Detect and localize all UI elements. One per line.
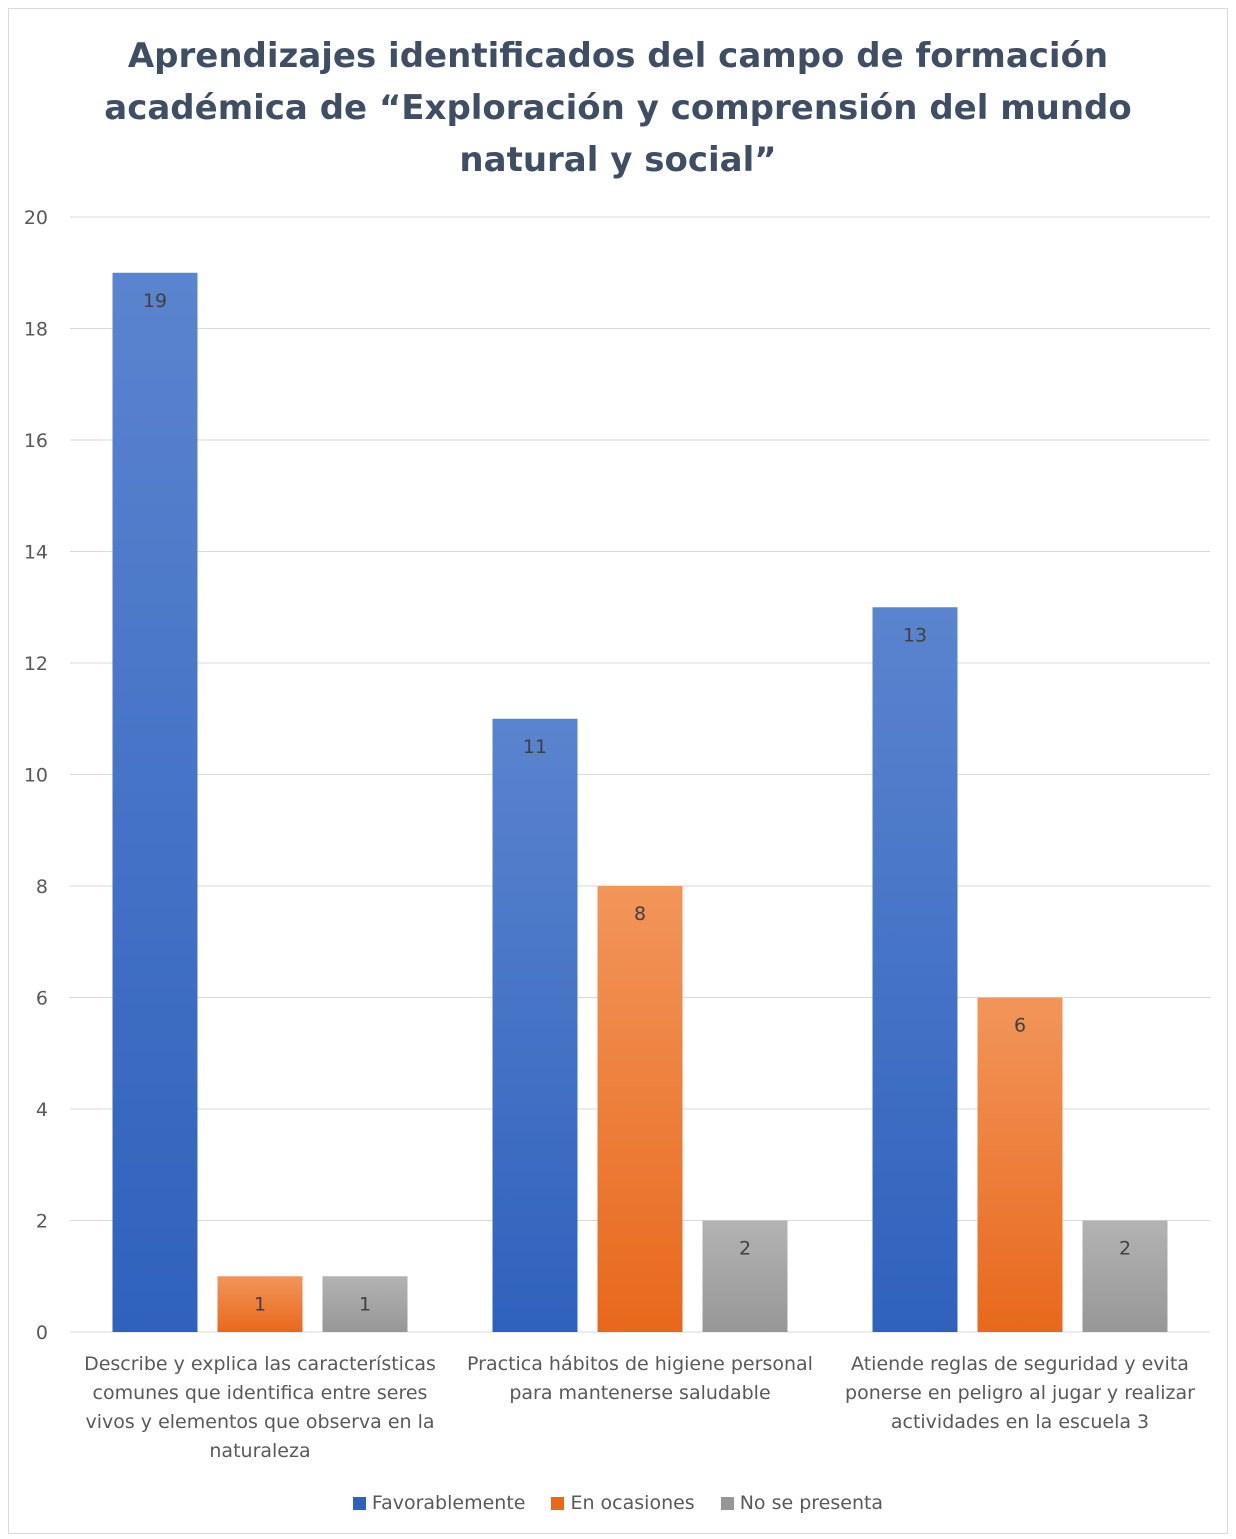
legend-item-3: No se presenta bbox=[720, 1492, 884, 1514]
category-label-line: Practica hábitos de higiene personal bbox=[467, 1353, 813, 1375]
data-label: 1 bbox=[359, 1293, 371, 1315]
data-label: 19 bbox=[143, 290, 167, 312]
y-tick-label: 18 bbox=[24, 319, 48, 341]
data-label: 11 bbox=[523, 736, 547, 758]
legend: Favorablemente En ocasiones No se presenta bbox=[0, 1492, 1236, 1514]
category-label-3: Atiende reglas de seguridad y evita poner… bbox=[820, 1350, 1220, 1437]
bar-2-category-3 bbox=[977, 997, 1063, 1332]
y-tick-label: 4 bbox=[36, 1099, 48, 1121]
legend-swatch bbox=[720, 1496, 734, 1510]
bar-1-category-2 bbox=[492, 718, 578, 1332]
legend-swatch bbox=[352, 1496, 366, 1510]
data-label: 13 bbox=[903, 624, 927, 646]
category-label-line: comunes que identifica entre seres bbox=[92, 1382, 428, 1404]
category-label-line: para mantenerse saludable bbox=[509, 1382, 771, 1404]
category-label-line: Describe y explica las características bbox=[84, 1353, 436, 1375]
legend-label: En ocasiones bbox=[570, 1492, 695, 1514]
y-tick-label: 12 bbox=[24, 653, 48, 675]
chart-title: Aprendizajes identificados del campo de … bbox=[0, 30, 1236, 186]
y-tick-label: 6 bbox=[36, 988, 48, 1010]
bar-1-category-3 bbox=[872, 607, 958, 1332]
chart-title-line-1: Aprendizajes identificados del campo de … bbox=[127, 36, 1109, 76]
y-tick-label: 0 bbox=[36, 1322, 48, 1344]
bar-2-category-2 bbox=[597, 886, 683, 1332]
data-label: 8 bbox=[634, 903, 646, 925]
bar-3-category-1 bbox=[322, 1276, 408, 1332]
category-label-2: Practica hábitos de higiene personal para… bbox=[440, 1350, 840, 1408]
y-tick-label: 8 bbox=[36, 876, 48, 898]
bar-2-category-1 bbox=[217, 1276, 303, 1332]
chart-title-line-2: académica de “Exploración y comprensión … bbox=[104, 88, 1132, 128]
category-label-line: naturaleza bbox=[209, 1440, 311, 1462]
bar-1-category-1 bbox=[112, 272, 198, 1332]
data-label: 2 bbox=[1119, 1238, 1131, 1260]
category-label-line: vivos y elementos que observa en la bbox=[85, 1411, 435, 1433]
data-label: 6 bbox=[1014, 1015, 1026, 1037]
y-axis-ticks: 0 2 4 6 8 10 12 14 16 18 20 bbox=[24, 207, 48, 1344]
legend-item-1: Favorablemente bbox=[352, 1492, 526, 1514]
y-tick-label: 14 bbox=[24, 542, 48, 564]
category-label-line: actividades en la escuela 3 bbox=[890, 1411, 1150, 1433]
bar-3-category-3 bbox=[1082, 1220, 1168, 1332]
chart-title-line-3: natural y social” bbox=[459, 140, 777, 180]
y-tick-label: 2 bbox=[36, 1211, 48, 1233]
y-tick-label: 20 bbox=[24, 207, 48, 229]
y-tick-label: 16 bbox=[24, 430, 48, 452]
data-label: 1 bbox=[254, 1293, 266, 1315]
y-tick-label: 10 bbox=[24, 765, 48, 787]
legend-label: Favorablemente bbox=[371, 1492, 526, 1514]
category-label-line: ponerse en peligro al jugar y realizar bbox=[845, 1382, 1195, 1404]
bar-3-category-2 bbox=[702, 1220, 788, 1332]
category-label-line: Atiende reglas de seguridad y evita bbox=[851, 1353, 1189, 1375]
legend-label: No se presenta bbox=[739, 1492, 884, 1514]
legend-swatch bbox=[551, 1496, 565, 1510]
legend-item-2: En ocasiones bbox=[551, 1492, 695, 1514]
data-label: 2 bbox=[739, 1238, 751, 1260]
category-label-1: Describe y explica las características co… bbox=[60, 1350, 460, 1466]
bars bbox=[112, 272, 1168, 1332]
